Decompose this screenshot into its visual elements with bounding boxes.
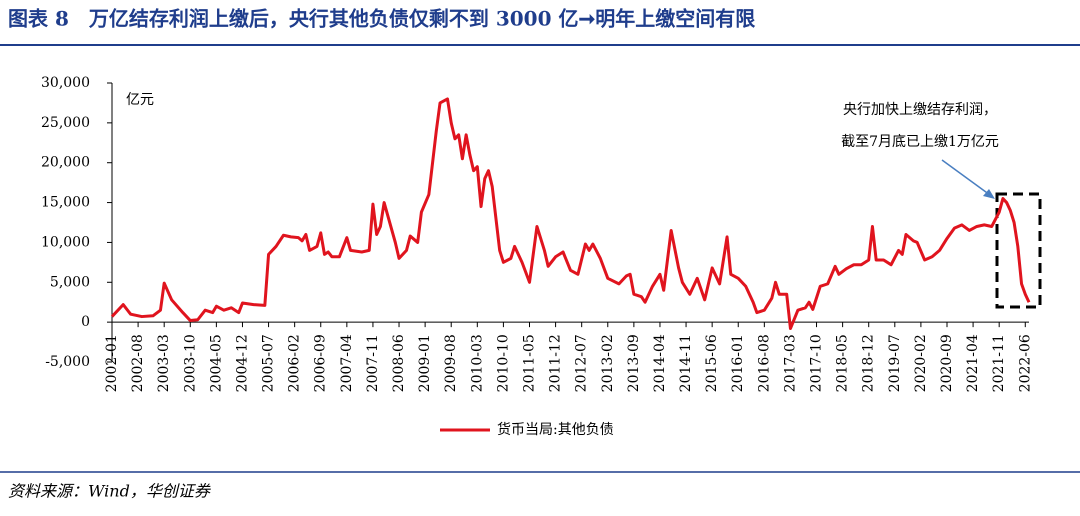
x-tick-label: 2008-06: [391, 334, 407, 392]
x-tick-label: 2009-08: [443, 334, 459, 392]
x-tick-label: 2020-09: [939, 334, 955, 392]
x-tick-label: 2016-01: [730, 334, 746, 392]
x-tick-label: 2017-03: [782, 334, 798, 392]
x-tick-label: 2007-04: [339, 334, 355, 392]
x-tick-label: 2011-12: [548, 334, 564, 392]
y-tick-label: 5,000: [50, 274, 90, 290]
x-tick-label: 2017-10: [809, 334, 825, 392]
y-tick-label: 15,000: [41, 195, 90, 211]
x-tick-label: 2016-08: [756, 334, 772, 392]
x-tick-label: 2021-11: [991, 334, 1007, 392]
annotation: 截至7月底已上缴1万亿元: [841, 134, 999, 150]
y-tick-label: 20,000: [41, 155, 90, 171]
x-tick-label: 2002-08: [130, 334, 146, 392]
legend-label: 货币当局:其他负债: [497, 421, 614, 438]
x-tick-label: 2007-11: [365, 334, 381, 392]
x-tick-label: 2015-06: [704, 334, 720, 392]
highlight-box: [995, 192, 1042, 309]
x-tick-label: 2019-07: [887, 334, 903, 392]
x-tick-label: 2018-05: [835, 334, 851, 392]
x-tick-label: 2006-09: [313, 334, 329, 392]
arrow-head: [983, 189, 995, 199]
chart-title: 图表 8 万亿结存利润上缴后，央行其他负债仅剩不到 3000 亿➞明年上缴空间有…: [8, 7, 755, 31]
x-tick-label: 2004-12: [234, 334, 250, 392]
y-tick-label: -5,000: [45, 354, 90, 370]
y-tick-label: 30,000: [41, 75, 90, 91]
x-tick-label: 2005-07: [261, 334, 277, 392]
unit-label: 亿元: [126, 92, 154, 108]
annotation: 央行加快上缴结存利润，: [843, 102, 997, 118]
x-tick-label: 2018-12: [861, 334, 877, 392]
x-tick-label: 2021-04: [965, 334, 981, 392]
annotation-arrow: [941, 159, 991, 196]
y-tick-label: 10,000: [41, 234, 90, 250]
x-tick-label: 2006-02: [287, 334, 303, 392]
x-tick-label: 2013-09: [626, 334, 642, 392]
x-tick-label: 2011-05: [521, 334, 537, 392]
x-tick-label: 2009-01: [417, 334, 433, 392]
y-tick-label: 25,000: [41, 115, 90, 131]
x-tick-label: 2003-10: [182, 334, 198, 392]
x-tick-label: 2022-06: [1017, 334, 1033, 392]
x-tick-label: 2003-03: [156, 334, 172, 392]
x-tick-label: 2002-01: [104, 334, 120, 392]
x-tick-label: 2010-03: [469, 334, 485, 392]
x-tick-label: 2020-02: [913, 334, 929, 392]
x-tick-label: 2010-10: [495, 334, 511, 392]
source: 资料来源：Wind，华创证券: [8, 482, 212, 501]
x-tick-label: 2013-02: [600, 334, 616, 392]
x-tick-label: 2004-05: [208, 334, 224, 392]
x-tick-label: 2014-11: [678, 334, 694, 392]
line-series: [110, 97, 1031, 331]
x-tick-label: 2012-07: [574, 334, 590, 392]
x-tick-label: 2014-04: [652, 334, 668, 392]
y-tick-label: 0: [81, 314, 90, 330]
